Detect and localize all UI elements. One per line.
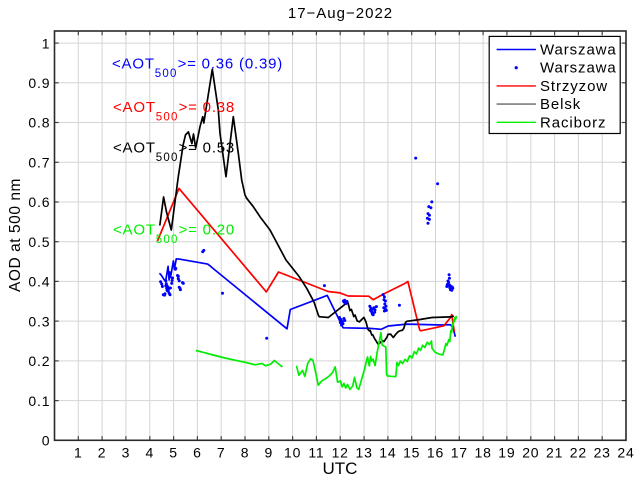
svg-text:0.2: 0.2 [28, 353, 50, 369]
svg-text:Raciborz: Raciborz [540, 114, 606, 131]
svg-text:16: 16 [427, 445, 444, 461]
svg-text:2: 2 [98, 445, 107, 461]
svg-text:1: 1 [74, 445, 83, 461]
svg-text:13: 13 [356, 445, 373, 461]
svg-text:20: 20 [522, 445, 539, 461]
svg-text:0.8: 0.8 [28, 115, 50, 131]
svg-text:0.1: 0.1 [28, 393, 50, 409]
svg-text:8: 8 [241, 445, 250, 461]
svg-text:24: 24 [617, 445, 634, 461]
svg-text:0.3: 0.3 [28, 313, 50, 329]
svg-text:AOD at 500 nm: AOD at 500 nm [7, 178, 24, 292]
svg-text:12: 12 [332, 445, 349, 461]
svg-text:17−Aug−2022: 17−Aug−2022 [288, 5, 393, 22]
svg-text:UTC: UTC [323, 459, 358, 478]
svg-text:Warszawa: Warszawa [540, 42, 617, 59]
svg-text:11: 11 [308, 445, 324, 461]
svg-text:6: 6 [193, 445, 202, 461]
svg-text:15: 15 [403, 445, 420, 461]
svg-text:4: 4 [146, 445, 155, 461]
svg-text:19: 19 [498, 445, 515, 461]
svg-text:Strzyzow: Strzyzow [540, 78, 608, 95]
svg-text:23: 23 [594, 445, 611, 461]
svg-text:0.6: 0.6 [28, 194, 50, 210]
svg-text:3: 3 [122, 445, 131, 461]
svg-text:21: 21 [546, 445, 563, 461]
svg-text:0.5: 0.5 [28, 234, 50, 250]
svg-text:1: 1 [42, 35, 51, 51]
svg-text:Belsk: Belsk [540, 96, 581, 113]
svg-text:5: 5 [169, 445, 178, 461]
svg-text:7: 7 [217, 445, 226, 461]
svg-text:9: 9 [265, 445, 274, 461]
svg-text:17: 17 [451, 445, 468, 461]
svg-text:0.4: 0.4 [28, 274, 50, 290]
svg-text:14: 14 [379, 445, 396, 461]
svg-text:Warszawa: Warszawa [540, 60, 617, 77]
svg-text:18: 18 [475, 445, 492, 461]
svg-text:22: 22 [570, 445, 587, 461]
svg-text:0: 0 [42, 433, 51, 449]
svg-text:0.7: 0.7 [28, 155, 50, 171]
svg-text:0.9: 0.9 [28, 75, 50, 91]
svg-text:10: 10 [284, 445, 301, 461]
